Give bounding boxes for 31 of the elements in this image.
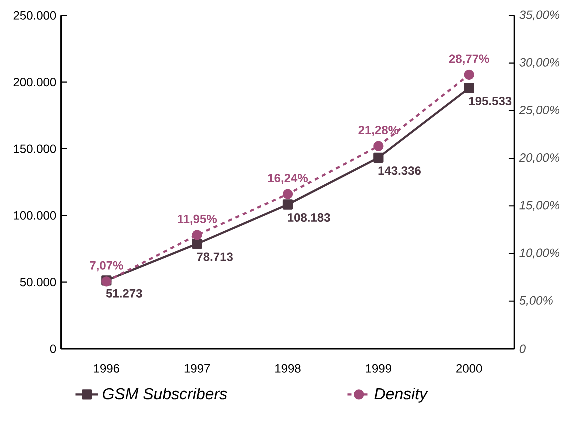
x-tick-label: 1999 [366,364,392,373]
y2-tick-label: 5,00% [520,296,553,306]
data-label: 28,77% [449,54,490,65]
y-tick-label: 150.000 [14,144,56,154]
x-tick-label: 1997 [184,364,210,373]
x-tick-label: 2000 [456,364,482,373]
legend-label: GSM Subscribers [103,388,228,400]
y2-tick-label: 35,00% [520,10,560,21]
data-label: 16,24% [268,174,308,184]
data-label: 51.273 [106,289,142,298]
y-tick-label: 200.000 [14,78,56,87]
data-label: 7,07% [90,261,124,272]
data-label: 21,28% [358,126,399,136]
y2-tick-label: 25,00% [519,106,560,116]
data-label: 11,95% [178,214,218,226]
y2-tick-label: 30,00% [520,58,560,68]
data-label: 143.336 [378,166,421,176]
x-tick-label: 1996 [94,364,120,373]
y-tick-label: 0 [50,344,56,354]
y-tick-label: 50.000 [20,278,56,287]
y2-tick-label: 20,00% [519,154,560,164]
y2-tick-label: 10,00% [520,248,560,259]
y-tick-label: 100.000 [14,211,56,220]
data-label: 108.183 [288,213,330,222]
x-tick-label: 1998 [276,364,301,373]
legend-label: Density [374,388,428,403]
y-tick-label: 250.000 [14,11,56,20]
y2-tick-label: 0 [520,344,526,354]
y2-tick-label: 15,00% [520,201,560,212]
data-label: 195.533 [469,96,512,106]
data-label: 78.713 [197,252,233,262]
